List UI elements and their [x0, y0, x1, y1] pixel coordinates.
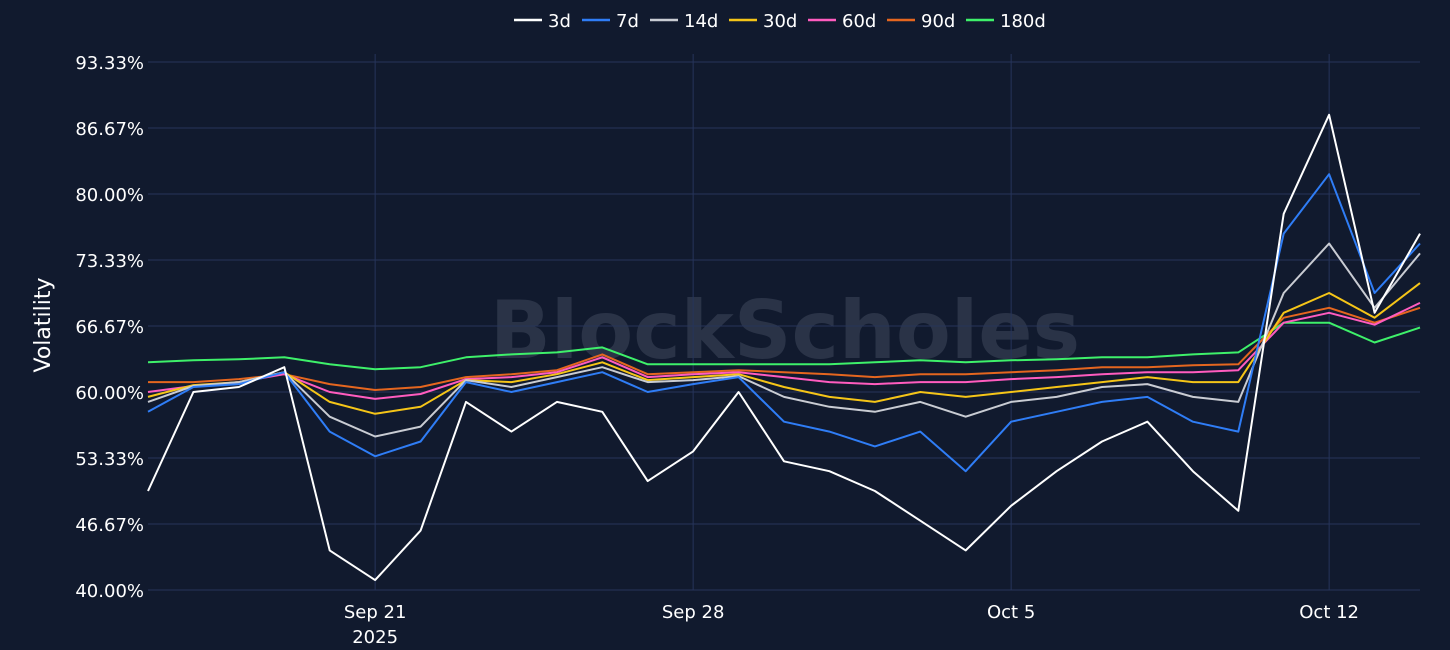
series-line-180d: [147, 321, 1421, 371]
x-tick-label: Sep 28: [662, 602, 725, 623]
x-axis-ticks: Sep 21 2025 Sep 28 Oct 5 Oct 12: [344, 602, 1359, 648]
y-tick-label: 66.67%: [75, 317, 144, 338]
legend-label-90d: 90d: [921, 11, 955, 32]
legend-label-30d: 30d: [763, 11, 797, 32]
grid-lines: [148, 54, 1420, 591]
legend: 3d 7d 14d 30d 60d 90d 180d: [514, 11, 1046, 32]
y-tick-label: 46.67%: [75, 515, 144, 536]
series-line-7d: [147, 173, 1421, 473]
y-tick-label: 53.33%: [75, 449, 144, 470]
legend-label-14d: 14d: [684, 11, 718, 32]
y-tick-label: 86.67%: [75, 119, 144, 140]
series-lines: [147, 113, 1421, 582]
series-line-30d: [147, 282, 1421, 415]
y-axis-ticks: 40.00% 46.67% 53.33% 60.00% 66.67% 73.33% 80.0…: [75, 53, 144, 602]
series-line-60d: [147, 301, 1421, 400]
series-line-90d: [148, 306, 1421, 391]
y-tick-label: 60.00%: [75, 383, 144, 404]
x-tick-label: Sep 21: [344, 602, 407, 623]
series-line-14d: [147, 242, 1421, 438]
series-line-3d: [147, 113, 1421, 582]
legend-label-180d: 180d: [1000, 11, 1046, 32]
legend-label-7d: 7d: [616, 11, 639, 32]
x-tick-label: Oct 5: [987, 602, 1035, 623]
x-tick-label: Oct 12: [1299, 602, 1359, 623]
legend-label-3d: 3d: [548, 11, 571, 32]
y-tick-label: 73.33%: [75, 251, 144, 272]
y-tick-label: 80.00%: [75, 185, 144, 206]
x-tick-sublabel: 2025: [352, 627, 398, 648]
y-axis-title: Volatility: [31, 277, 56, 372]
y-tick-label: 93.33%: [75, 53, 144, 74]
y-tick-label: 40.00%: [75, 581, 144, 602]
legend-label-60d: 60d: [842, 11, 876, 32]
